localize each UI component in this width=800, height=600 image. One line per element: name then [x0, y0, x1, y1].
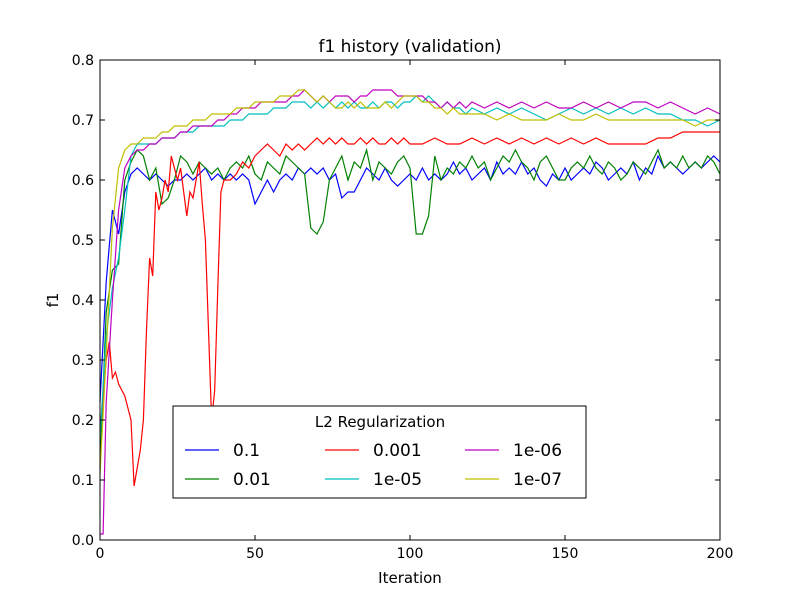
legend-label-2: 0.001	[373, 441, 422, 461]
y-tick-label: 0.5	[72, 233, 94, 249]
series-line-0	[99, 154, 721, 403]
y-tick-label: 0.3	[72, 353, 94, 369]
y-axis-label: f1	[44, 293, 62, 308]
x-tick-label: 50	[246, 546, 264, 562]
legend-label-5: 1e-07	[513, 470, 562, 490]
series-line-4	[100, 89, 721, 535]
series-line-3	[99, 95, 721, 439]
y-tick-label: 0.2	[72, 413, 94, 429]
y-tick-label: 0.0	[72, 533, 94, 549]
x-tick-label: 100	[397, 546, 424, 562]
series-line-1	[99, 147, 721, 469]
x-tick-label: 150	[552, 546, 579, 562]
ticks-layer: 0 50 100 150 200 0.0 0.1 0.2 0.3 0.4 0.5 0.6 0.7 0.8	[72, 53, 734, 562]
legend-box	[172, 405, 587, 499]
legend-label-0: 0.1	[233, 441, 260, 461]
x-axis-label: Iteration	[378, 569, 442, 587]
legend-label-3: 1e-05	[373, 470, 422, 490]
series-line-2	[99, 131, 720, 487]
legend-label-1: 0.01	[233, 470, 271, 490]
legend-title: L2 Regularization	[315, 413, 445, 431]
y-tick-label: 0.4	[72, 293, 94, 309]
y-tick-label: 0.6	[72, 173, 94, 189]
legend-entries: 0.1 0.01 0.001 1e-05 1e-06 1e-07	[185, 441, 562, 490]
legend: L2 Regularization 0.1 0.01 0.001 1e-05 1e-06…	[172, 405, 587, 499]
legend-label-4: 1e-06	[513, 441, 562, 461]
series-line-5	[99, 89, 720, 475]
x-tick-label: 0	[96, 546, 105, 562]
series-layer	[99, 89, 721, 535]
y-tick-label: 0.7	[72, 113, 94, 129]
x-tick-label: 200	[707, 546, 734, 562]
y-tick-label: 0.1	[72, 473, 94, 489]
y-tick-label: 0.8	[72, 53, 94, 69]
chart-title: f1 history (validation)	[318, 37, 501, 57]
